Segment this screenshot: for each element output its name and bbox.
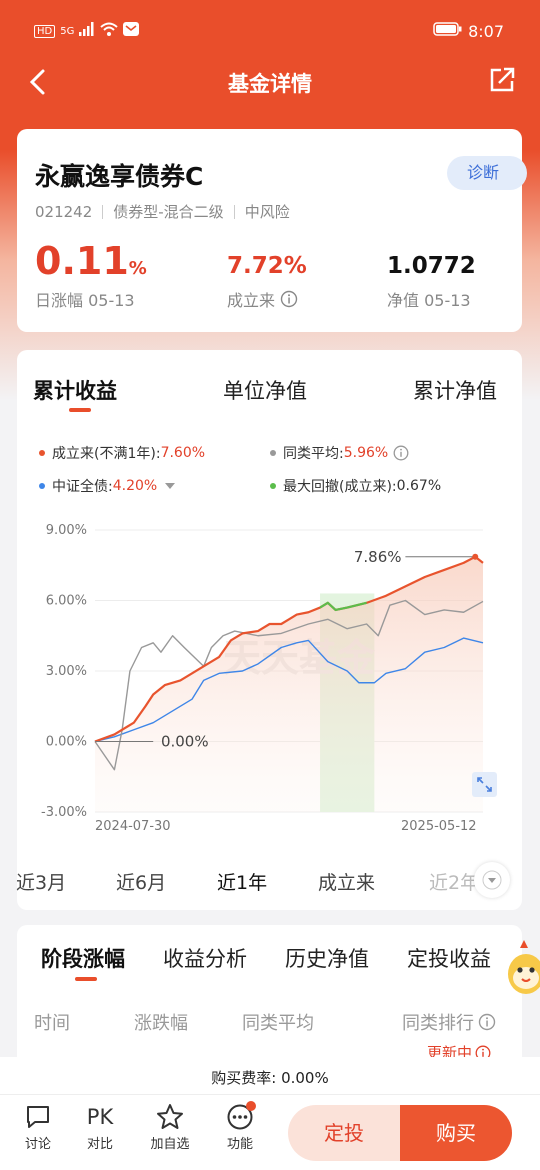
chat-icon	[16, 1103, 60, 1133]
fund-type: 债券型-混合二级	[113, 203, 224, 221]
section-tab-indicator	[75, 977, 97, 981]
legend-item-peer-average[interactable]: 同类平均: 5.96%	[270, 443, 409, 463]
network-label: 5G	[60, 25, 75, 37]
peak-value-label: 7.86%	[354, 548, 402, 566]
compare-button[interactable]: PK 对比	[78, 1103, 122, 1152]
more-functions-button[interactable]: 功能	[218, 1101, 262, 1152]
y-tick-label: 0.00%	[46, 735, 87, 750]
daily-change: 0.11%	[35, 239, 147, 283]
tab-cumulative-nav[interactable]: 累计净值	[413, 379, 497, 403]
range-6m[interactable]: 近6月	[116, 872, 167, 894]
y-tick-label: 9.00%	[46, 523, 87, 538]
x-end-label: 2025-05-12	[401, 819, 477, 834]
fund-name: 永赢逸享债券C	[35, 162, 204, 191]
tab-unit-nav[interactable]: 单位净值	[223, 379, 307, 403]
fund-meta: 021242 债券型-混合二级 中风险	[35, 201, 290, 222]
discuss-button[interactable]: 讨论	[16, 1103, 60, 1152]
status-bar-right: 8:07	[433, 18, 504, 44]
nav-value: 1.0772	[387, 253, 476, 279]
tab-history-nav[interactable]: 历史净值	[285, 947, 369, 971]
share-icon[interactable]	[488, 66, 516, 98]
peak-point	[472, 553, 479, 560]
y-tick-label: -3.00%	[41, 805, 87, 820]
legend-item-benchmark[interactable]: 中证全债: 4.20%	[39, 476, 176, 496]
start-value-label: 0.00%	[161, 733, 209, 751]
notification-dot	[246, 1101, 256, 1111]
sim-label: HD	[34, 24, 56, 38]
fee-bar: 购买费率: 0.00%	[0, 1057, 540, 1095]
status-bar-left: HD 5G	[34, 18, 140, 44]
fullscreen-icon[interactable]	[472, 772, 497, 797]
info-icon[interactable]	[280, 290, 298, 308]
return-chart[interactable]: 9.00%6.00%3.00%0.00%-3.00%天天基金0.00%7.86%	[17, 510, 522, 850]
mascot-icon[interactable]	[502, 940, 540, 1006]
add-watchlist-button[interactable]: 加自选	[148, 1103, 192, 1152]
legend-item-fund[interactable]: 成立来(不满1年): 7.60%	[39, 443, 205, 463]
y-tick-label: 3.00%	[46, 664, 87, 679]
back-icon[interactable]	[28, 68, 48, 100]
active-tab-indicator	[69, 408, 91, 412]
range-bar: 近3月 近6月 近1年 成立来 近2年	[0, 848, 540, 910]
diagnose-button[interactable]: 诊断	[447, 156, 527, 190]
daily-change-value: 0.11	[35, 239, 129, 283]
series-line-2	[94, 637, 484, 743]
fund-info-card: 永赢逸享债券C 诊断 021242 债券型-混合二级 中风险 0.11% 日涨幅…	[17, 129, 527, 332]
star-icon	[148, 1103, 192, 1133]
nav-label: 净值 05-13	[387, 291, 471, 310]
daily-change-label: 日涨幅 05-13	[35, 291, 135, 310]
fund-code: 021242	[35, 202, 93, 221]
col-change: 涨跌幅	[134, 1013, 188, 1034]
info-icon	[393, 445, 409, 461]
tab-period-return[interactable]: 阶段涨幅	[41, 947, 125, 971]
x-start-label: 2024-07-30	[95, 819, 171, 834]
battery-icon	[433, 22, 463, 40]
more-icon	[218, 1101, 262, 1133]
range-since-inception[interactable]: 成立来	[318, 872, 376, 894]
message-icon	[123, 22, 140, 40]
col-peer-rank: 同类排行	[402, 1009, 496, 1035]
range-active-bg	[193, 848, 295, 910]
since-inception-label: 成立来	[227, 291, 276, 310]
tab-sip-return[interactable]: 定投收益	[407, 947, 491, 971]
wifi-icon	[100, 22, 119, 40]
sip-button[interactable]: 定投	[288, 1105, 400, 1161]
page-title: 基金详情	[228, 72, 312, 96]
col-time: 时间	[34, 1013, 70, 1034]
info-icon	[478, 1013, 496, 1031]
legend-item-max-drawdown[interactable]: 最大回撤(成立来): 0.67%	[270, 476, 441, 496]
fund-risk: 中风险	[244, 203, 290, 221]
tab-cumulative-return[interactable]: 累计收益	[33, 379, 117, 403]
since-inception-value: 7.72%	[227, 253, 307, 279]
col-peer-average: 同类平均	[242, 1013, 314, 1034]
fee-text: 购买费率: 0.00%	[211, 1069, 329, 1087]
caret-down-icon	[165, 483, 176, 489]
tab-return-analysis[interactable]: 收益分析	[163, 947, 247, 971]
series-line-0	[94, 555, 484, 743]
bottom-bar: 讨论 PK 对比 加自选 功能 定投 购买	[0, 1095, 540, 1170]
range-2y[interactable]: 近2年	[429, 872, 475, 894]
fund-area	[95, 556, 483, 812]
range-3m[interactable]: 近3月	[16, 872, 67, 894]
drawdown-segment	[319, 601, 367, 612]
range-1y[interactable]: 近1年	[217, 872, 268, 894]
y-tick-label: 6.00%	[46, 594, 87, 609]
pk-icon: PK	[86, 1105, 114, 1129]
nav-bar: 基金详情	[0, 60, 540, 104]
daily-change-unit: %	[128, 258, 147, 279]
clock: 8:07	[468, 21, 504, 41]
since-inception-label-row: 成立来	[227, 287, 298, 311]
chart-card: 累计收益 单位净值 累计净值 成立来(不满1年): 7.60% 同类平均: 5.96…	[17, 350, 522, 910]
expand-ranges-icon[interactable]	[474, 862, 510, 898]
signal-icon	[79, 22, 95, 40]
buy-button[interactable]: 购买	[400, 1105, 512, 1161]
